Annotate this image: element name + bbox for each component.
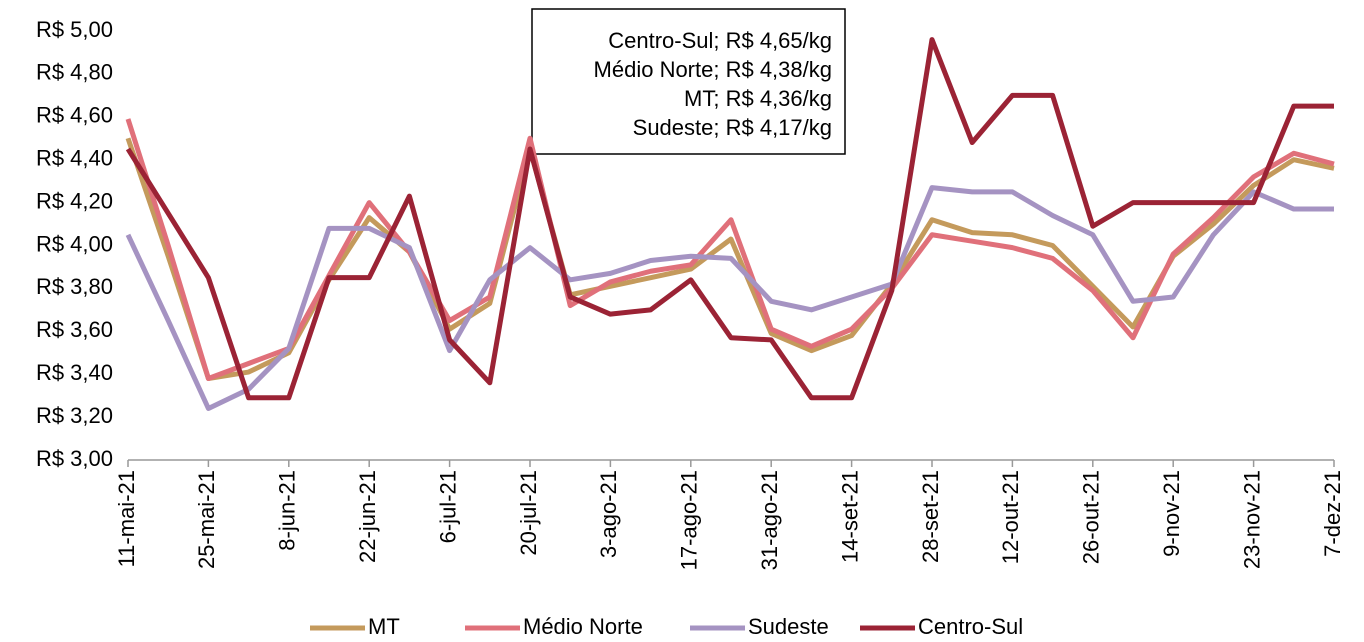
y-tick-label: R$ 4,60 — [36, 103, 113, 128]
x-tick-label: 7-dez-21 — [1320, 470, 1345, 557]
y-tick-label: R$ 4,40 — [36, 146, 113, 171]
x-tick-label: 22-jun-21 — [355, 470, 380, 563]
y-tick-label: R$ 3,80 — [36, 274, 113, 299]
x-tick-label: 12-out-21 — [998, 470, 1023, 564]
series-line — [125, 185, 1334, 412]
legend-label: Médio Norte — [523, 614, 643, 639]
x-tick-label: 20-jul-21 — [516, 470, 541, 556]
y-tick-label: R$ 3,60 — [36, 317, 113, 342]
x-tick-label: 31-ago-21 — [757, 470, 782, 570]
x-tick-label: 14-set-21 — [837, 470, 862, 563]
y-tick-label: R$ 3,00 — [36, 446, 113, 471]
annotation-text: Médio Norte; R$ 4,38/kg — [594, 57, 832, 82]
legend-label: Centro-Sul — [918, 614, 1023, 639]
series-line — [125, 37, 1334, 401]
y-tick-label: R$ 5,00 — [36, 17, 113, 42]
y-tick-label: R$ 3,40 — [36, 360, 113, 385]
annotation-text: MT; R$ 4,36/kg — [684, 86, 832, 111]
annotation-box — [531, 8, 846, 155]
x-tick-label: 11-mai-21 — [114, 470, 139, 567]
legend-label: Sudeste — [748, 614, 829, 639]
y-tick-label: R$ 4,80 — [36, 60, 113, 85]
annotation-text: Sudeste; R$ 4,17/kg — [633, 115, 832, 140]
y-tick-label: R$ 3,20 — [36, 403, 113, 428]
x-tick-label: 3-ago-21 — [596, 470, 621, 558]
x-tick-label: 9-nov-21 — [1159, 470, 1184, 557]
x-tick-label: 6-jul-21 — [435, 470, 460, 543]
y-tick-label: R$ 4,00 — [36, 231, 113, 256]
x-tick-label: 25-mai-21 — [194, 470, 219, 569]
x-tick-label: 28-set-21 — [918, 470, 943, 563]
legend-label: MT — [368, 614, 400, 639]
annotation-text: Centro-Sul; R$ 4,65/kg — [608, 28, 832, 53]
x-tick-label: 8-jun-21 — [275, 470, 300, 551]
x-tick-label: 26-out-21 — [1079, 470, 1104, 564]
x-tick-label: 23-nov-21 — [1239, 470, 1264, 569]
y-tick-label: R$ 4,20 — [36, 188, 113, 213]
x-tick-label: 17-ago-21 — [677, 470, 702, 570]
